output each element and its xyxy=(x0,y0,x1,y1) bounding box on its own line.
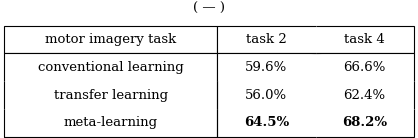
Text: ( — ): ( — ) xyxy=(193,2,225,15)
